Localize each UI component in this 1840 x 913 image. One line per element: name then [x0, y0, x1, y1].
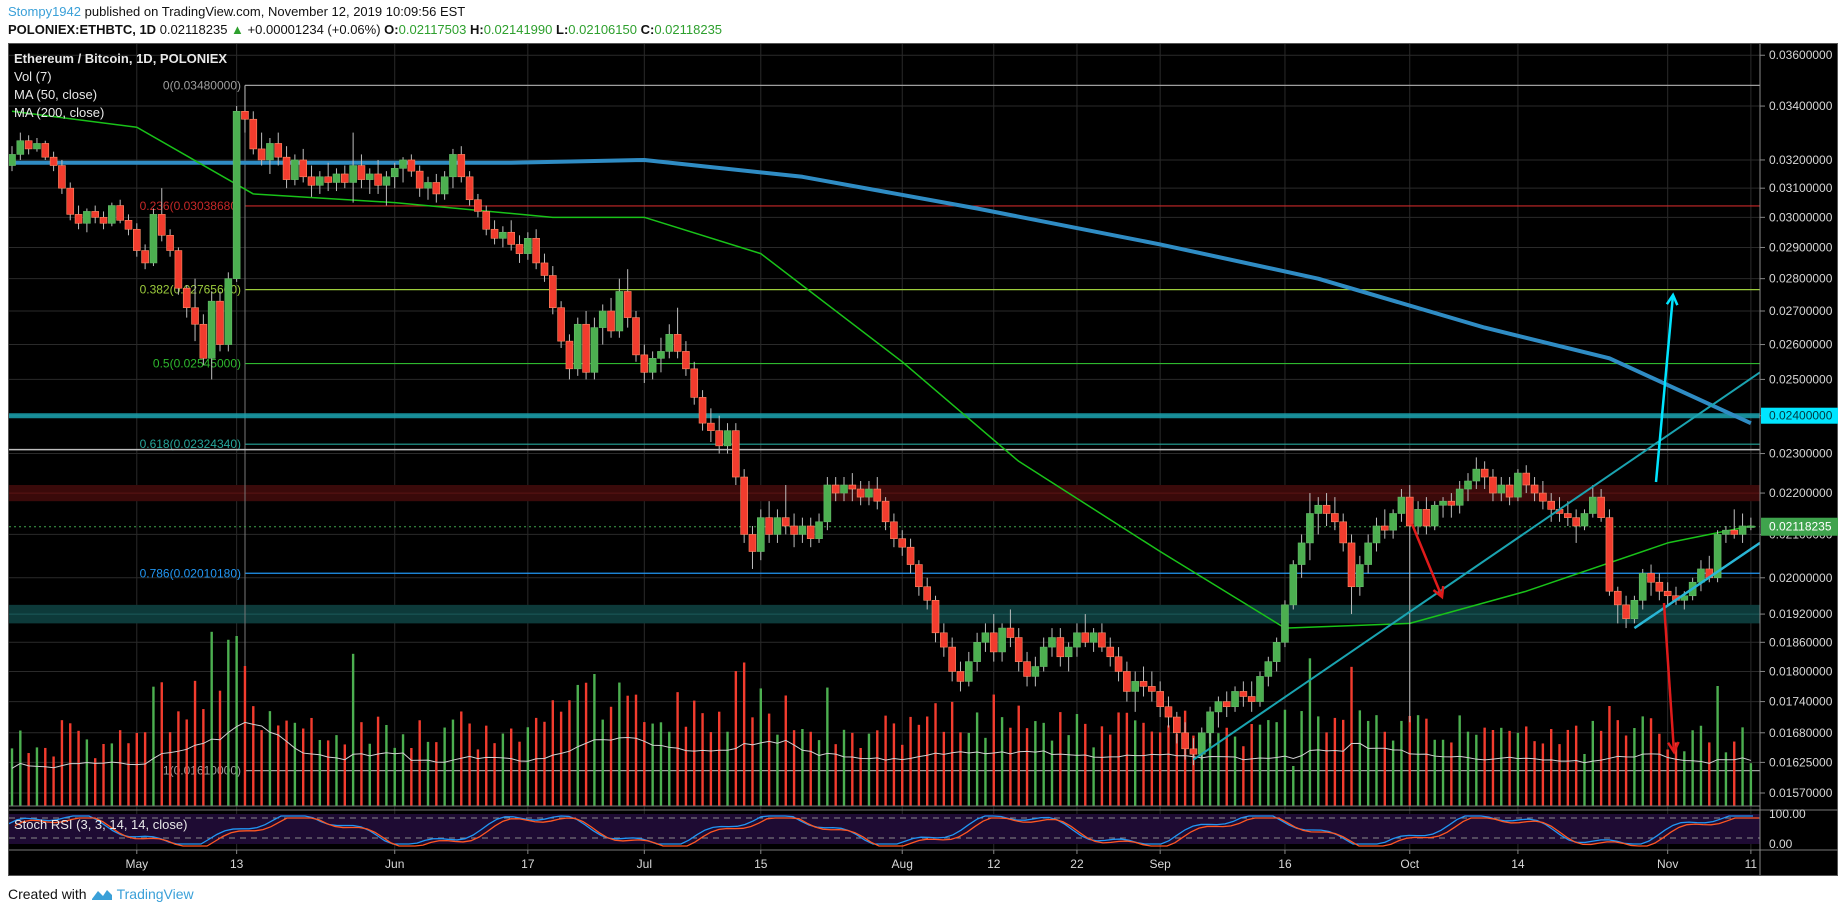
time-tick-label: Nov	[1657, 857, 1678, 871]
time-tick-label: 16	[1278, 857, 1292, 871]
up-triangle-icon: ▲	[231, 22, 244, 37]
bearish-target-arrow-icon[interactable]	[1662, 602, 1676, 753]
stoch-d-line	[14, 817, 1759, 847]
open-label: O:	[384, 22, 399, 37]
price-tick-label: 0.03100000	[1769, 181, 1833, 195]
symbol-label: POLONIEX:ETHBTC, 1D	[8, 22, 157, 37]
volume-ma-line	[11, 721, 1752, 769]
level-price-badge	[1761, 407, 1838, 424]
last-price-label: 0.02118235	[1769, 520, 1832, 534]
price-tick-label: 0.03200000	[1769, 153, 1833, 167]
time-tick-label: May	[125, 857, 148, 871]
price-tick-label: 0.02000000	[1769, 571, 1833, 585]
price-tick-label: 0.01680000	[1769, 726, 1833, 740]
high-value: 0.02141990	[483, 22, 553, 37]
price-tick-label: 0.01800000	[1769, 664, 1833, 678]
footer: Created with TradingView	[8, 886, 194, 902]
price-tick-label: 0.03600000	[1769, 48, 1833, 62]
volume-bars	[10, 631, 1753, 806]
high-label: H:	[469, 22, 484, 37]
author-link[interactable]: Stompy1942	[8, 4, 81, 19]
fib-label-0.786: 0.786(0.02010180)	[140, 566, 241, 580]
close-label: C:	[640, 22, 655, 37]
bearish-arrow-icon[interactable]	[1410, 523, 1444, 598]
plot-area[interactable]: 0(0.03480000)0.236(0.03038680)0.382(0.02…	[9, 78, 1761, 807]
low-value: 0.02106150	[568, 22, 637, 37]
price-tick-label: 0.02800000	[1769, 272, 1833, 286]
candles[interactable]	[9, 85, 1755, 766]
price-change: +0.00001234 (+0.06%)	[247, 22, 381, 37]
fib-label-0.5: 0.5(0.02545000)	[153, 357, 241, 371]
ma200-line[interactable]	[12, 157, 1752, 425]
published-text: published on TradingView.com, November 1…	[84, 4, 466, 19]
price-tick-label: 0.01920000	[1769, 607, 1833, 621]
fib-label-0.236: 0.236(0.03038680)	[140, 199, 241, 213]
stoch-tick-label: 0.00	[1769, 837, 1793, 851]
legend-volume[interactable]: Vol (7)	[14, 69, 52, 84]
price-tick-label: 0.02700000	[1769, 304, 1833, 318]
time-tick-label: 17	[521, 857, 535, 871]
price-tick-label: 0.01625000	[1769, 755, 1833, 769]
time-tick-label: 11	[1745, 857, 1758, 871]
last-price: 0.02118235	[159, 22, 228, 37]
price-tick-label: 0.02600000	[1769, 338, 1833, 352]
tradingview-logo-icon	[91, 890, 112, 900]
time-axis[interactable]: May 13 Jun 17 Jul 15 Aug 12 22 Sep 16 Oct 14 Nov 11	[125, 850, 1757, 871]
open-value: 0.02117503	[398, 22, 467, 37]
time-tick-label: 15	[754, 857, 768, 871]
price-axis[interactable]: 0.03600000 0.03400000 0.03200000 0.03100000…	[1760, 48, 1838, 851]
price-tick-label: 0.01570000	[1769, 786, 1833, 800]
support-trendline[interactable]	[1633, 541, 1760, 630]
level-price-label: 0.02400000	[1769, 409, 1833, 423]
low-label: L:	[556, 22, 569, 37]
symbol-info-bar: POLONIEX:ETHBTC, 1D 0.02118235 ▲ +0.0000…	[8, 22, 722, 37]
fib-label-0: 0(0.03480000)	[163, 78, 241, 92]
time-tick-label: Jul	[637, 857, 652, 871]
stoch-tick-label: 100.00	[1769, 807, 1806, 821]
price-tick-label: 0.02900000	[1769, 240, 1833, 254]
drawings[interactable]	[1192, 292, 1760, 761]
created-with-text: Created with	[8, 886, 87, 902]
time-tick-label: 14	[1511, 857, 1525, 871]
publish-info: Stompy1942 published on TradingView.com,…	[8, 4, 465, 19]
price-tick-label: 0.02500000	[1769, 372, 1833, 386]
fib-label-0.618: 0.618(0.02324340)	[140, 437, 241, 451]
legend-title: Ethereum / Bitcoin, 1D, POLONIEX	[14, 51, 228, 66]
fib-label-1: 1(0.01610000)	[163, 764, 241, 778]
price-tick-label: 0.03400000	[1769, 99, 1833, 113]
price-tick-label: 0.03000000	[1769, 210, 1833, 224]
price-tick-label: 0.02200000	[1769, 486, 1833, 500]
close-value: 0.02118235	[654, 22, 723, 37]
stoch-rsi-pane[interactable]	[9, 814, 1760, 847]
legend-ma200[interactable]: MA (200, close)	[14, 105, 105, 120]
ma50-line[interactable]	[11, 110, 1752, 629]
price-tick-label: 0.01740000	[1769, 695, 1833, 709]
time-tick-label: Oct	[1400, 857, 1419, 871]
legend-stoch-rsi[interactable]: Stoch RSI (3, 3, 14, 14, close)	[14, 817, 188, 832]
time-tick-label: Aug	[892, 857, 913, 871]
chart-legend: Ethereum / Bitcoin, 1D, POLONIEX Vol (7)…	[14, 50, 227, 122]
legend-ma50[interactable]: MA (50, close)	[14, 87, 98, 102]
last-price-badge	[1761, 517, 1838, 536]
tradingview-link[interactable]: TradingView	[116, 886, 194, 902]
time-tick-label: Sep	[1149, 857, 1171, 871]
bullish-arrow-icon[interactable]	[1654, 294, 1675, 483]
ascending-trendline[interactable]	[1192, 371, 1760, 761]
stoch-k-line	[9, 815, 1753, 845]
price-tick-label: 0.02300000	[1769, 447, 1833, 461]
time-tick-label: 22	[1070, 857, 1084, 871]
price-tick-label: 0.01860000	[1769, 635, 1833, 649]
time-tick-label: 12	[987, 857, 1001, 871]
time-tick-label: 13	[230, 857, 244, 871]
time-tick-label: Jun	[385, 857, 404, 871]
